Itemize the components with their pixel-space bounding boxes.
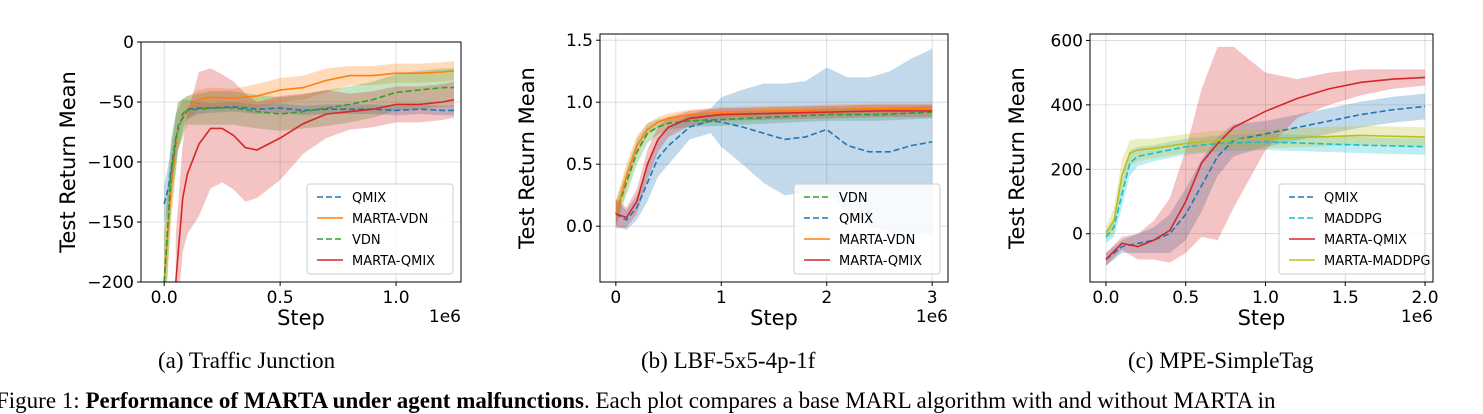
legend: VDN QMIX MARTA-VDN MARTA-QMIX bbox=[793, 183, 941, 275]
subfigure-caption-a: (a) Traffic Junction bbox=[158, 348, 336, 373]
subfigure-caption-b: (b) LBF-5x5-4p-1f bbox=[641, 348, 816, 373]
series-line-maddpg bbox=[1105, 141, 1426, 238]
subplot-1: 0 1 2 3 0.0 0.5 1.0 1.5 Step Test Return Mean 1e6 V… bbox=[515, 31, 949, 330]
x-axis-label: Step bbox=[277, 306, 325, 330]
series-line-marta-qmix bbox=[615, 110, 933, 219]
y-tick-label: 1.5 bbox=[566, 31, 593, 51]
x-axis-offset-label: 1e6 bbox=[916, 307, 948, 327]
legend-box bbox=[306, 183, 454, 275]
series-line-qmix bbox=[163, 105, 455, 205]
y-axis-label: Test Return Mean bbox=[56, 71, 80, 254]
legend-label: MARTA-VDN bbox=[352, 212, 428, 227]
series-line-marta-vdn bbox=[615, 107, 933, 215]
series-line-marta-vdn bbox=[163, 70, 455, 282]
subplot-0: 0.0 0.5 1.0 0 −50 −100 −150 −200 Step Test Return… bbox=[56, 33, 462, 330]
subplot-2: 0.0 0.5 1.0 1.5 2.0 0 200 400 600 Step Test Return… bbox=[1005, 31, 1439, 330]
x-tick-label: 0 bbox=[610, 288, 621, 308]
legend-label: VDN bbox=[839, 191, 868, 206]
legend-label: QMIX bbox=[839, 212, 873, 227]
y-tick-label: 600 bbox=[1051, 31, 1083, 51]
series-line-marta-maddpg bbox=[1105, 134, 1426, 235]
subfigure-caption-c: (c) MPE-SimpleTag bbox=[1128, 348, 1314, 373]
x-tick-label: 0.0 bbox=[151, 288, 178, 308]
confidence-band-qmix bbox=[1105, 93, 1426, 266]
confidence-band-marta-maddpg bbox=[1105, 125, 1426, 241]
x-tick-label: 2 bbox=[821, 288, 832, 308]
y-tick-label: −200 bbox=[87, 273, 134, 293]
legend-label: MADDPG bbox=[1324, 212, 1382, 227]
legend-label: VDN bbox=[352, 233, 381, 248]
confidence-band-vdn bbox=[164, 68, 455, 282]
x-tick-label: 1.0 bbox=[1252, 288, 1279, 308]
x-axis-label: Step bbox=[750, 306, 798, 330]
plot-area bbox=[1105, 46, 1426, 266]
confidence-band-vdn bbox=[615, 105, 933, 227]
figure-caption-rest: . Each plot compares a base MARL algorit… bbox=[584, 388, 1276, 413]
x-axis-label: Step bbox=[1238, 306, 1286, 330]
x-tick-label: 0.5 bbox=[267, 288, 294, 308]
legend-label: MARTA-QMIX bbox=[1324, 233, 1407, 248]
series-line-marta-qmix bbox=[1105, 76, 1426, 261]
plot-area bbox=[163, 61, 455, 282]
y-tick-label: 400 bbox=[1051, 96, 1083, 116]
series-line-qmix bbox=[615, 119, 933, 222]
x-tick-label: 0.0 bbox=[1092, 288, 1119, 308]
x-axis-offset-label: 1e6 bbox=[429, 307, 461, 327]
confidence-band-marta-qmix bbox=[615, 104, 933, 229]
legend-label: QMIX bbox=[352, 191, 386, 206]
y-tick-label: −50 bbox=[98, 93, 134, 113]
legend-label: MARTA-MADDPG bbox=[1324, 254, 1430, 269]
figure-caption-bold: Performance of MARTA under agent malfunc… bbox=[85, 388, 584, 413]
x-tick-label: 1.0 bbox=[383, 288, 410, 308]
y-tick-label: 200 bbox=[1051, 160, 1083, 180]
confidence-band-marta-qmix bbox=[175, 68, 455, 282]
x-tick-label: 0.5 bbox=[1172, 288, 1199, 308]
axes-frame bbox=[1089, 33, 1434, 283]
y-tick-label: 0 bbox=[123, 33, 134, 53]
y-tick-label: 0.0 bbox=[566, 217, 593, 237]
series-line-marta-qmix bbox=[174, 98, 455, 282]
x-axis-offset-label: 1e6 bbox=[1401, 307, 1433, 327]
x-tick-label: 1.5 bbox=[1332, 288, 1359, 308]
y-axis-label: Test Return Mean bbox=[1005, 67, 1029, 250]
y-tick-label: 1.0 bbox=[566, 93, 593, 113]
confidence-band-marta-qmix bbox=[1105, 46, 1426, 266]
y-tick-label: 0.5 bbox=[566, 155, 593, 175]
y-axis-label: Test Return Mean bbox=[515, 67, 539, 250]
y-tick-label: −100 bbox=[87, 153, 134, 173]
y-tick-label: 0 bbox=[1072, 225, 1083, 245]
x-tick-label: 2.0 bbox=[1411, 288, 1438, 308]
x-tick-label: 1 bbox=[716, 288, 727, 308]
figure-caption: Figure 1: Performance of MARTA under age… bbox=[0, 388, 1276, 414]
legend-label: QMIX bbox=[1324, 191, 1358, 206]
legend-label: MARTA-QMIX bbox=[839, 254, 922, 269]
axes-frame bbox=[599, 33, 949, 283]
legend: QMIX MADDPG MARTA-QMIX MARTA-MADDPG bbox=[1278, 183, 1430, 275]
legend-label: MARTA-VDN bbox=[839, 233, 915, 248]
y-tick-label: −150 bbox=[87, 213, 134, 233]
confidence-band-maddpg bbox=[1105, 133, 1426, 244]
figure-caption-prefix: Figure 1: bbox=[0, 388, 86, 413]
legend-box bbox=[793, 183, 941, 275]
legend: QMIX MARTA-VDN VDN MARTA-QMIX bbox=[306, 183, 454, 275]
legend-label: MARTA-QMIX bbox=[352, 254, 435, 269]
x-tick-label: 3 bbox=[927, 288, 938, 308]
series-line-vdn bbox=[163, 86, 455, 282]
confidence-band-qmix bbox=[164, 99, 455, 222]
legend-box bbox=[1278, 183, 1426, 275]
